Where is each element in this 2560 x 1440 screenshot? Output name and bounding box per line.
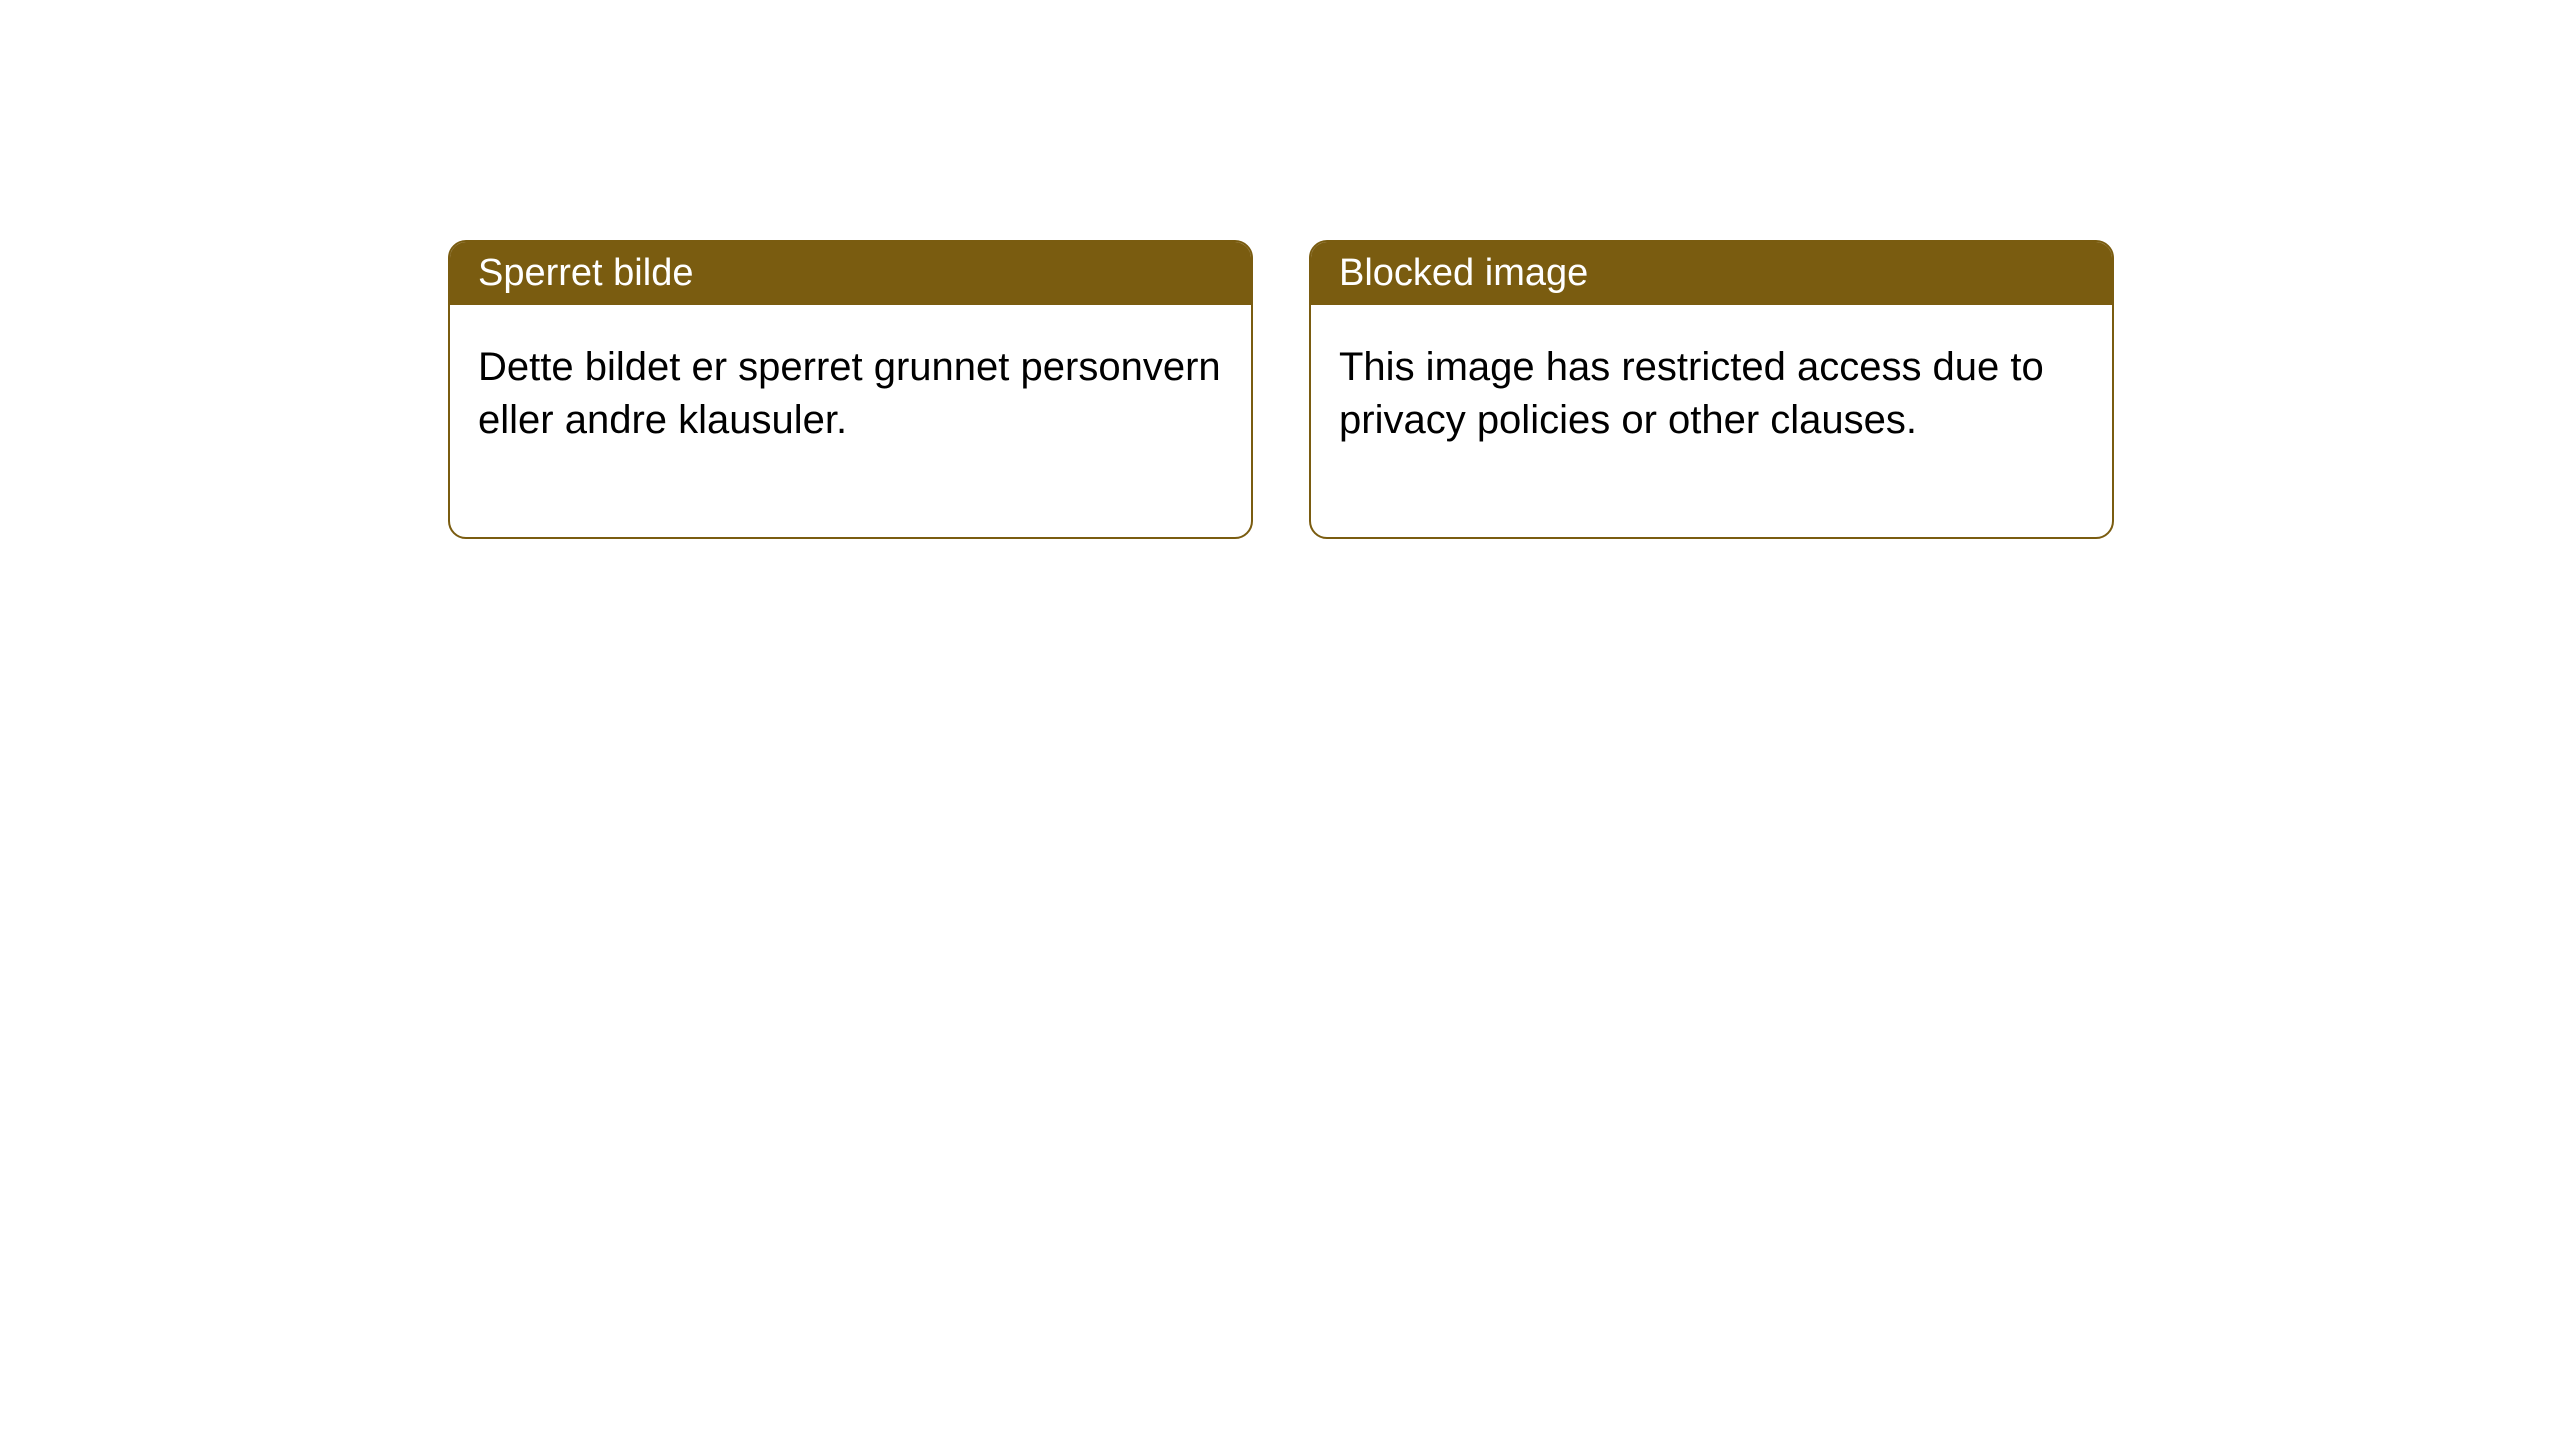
notice-title-english: Blocked image — [1311, 242, 2112, 305]
notice-title-norwegian: Sperret bilde — [450, 242, 1251, 305]
notice-card-english: Blocked image This image has restricted … — [1309, 240, 2114, 539]
notice-container: Sperret bilde Dette bildet er sperret gr… — [0, 0, 2560, 539]
notice-card-norwegian: Sperret bilde Dette bildet er sperret gr… — [448, 240, 1253, 539]
notice-body-norwegian: Dette bildet er sperret grunnet personve… — [450, 305, 1251, 537]
notice-body-english: This image has restricted access due to … — [1311, 305, 2112, 537]
